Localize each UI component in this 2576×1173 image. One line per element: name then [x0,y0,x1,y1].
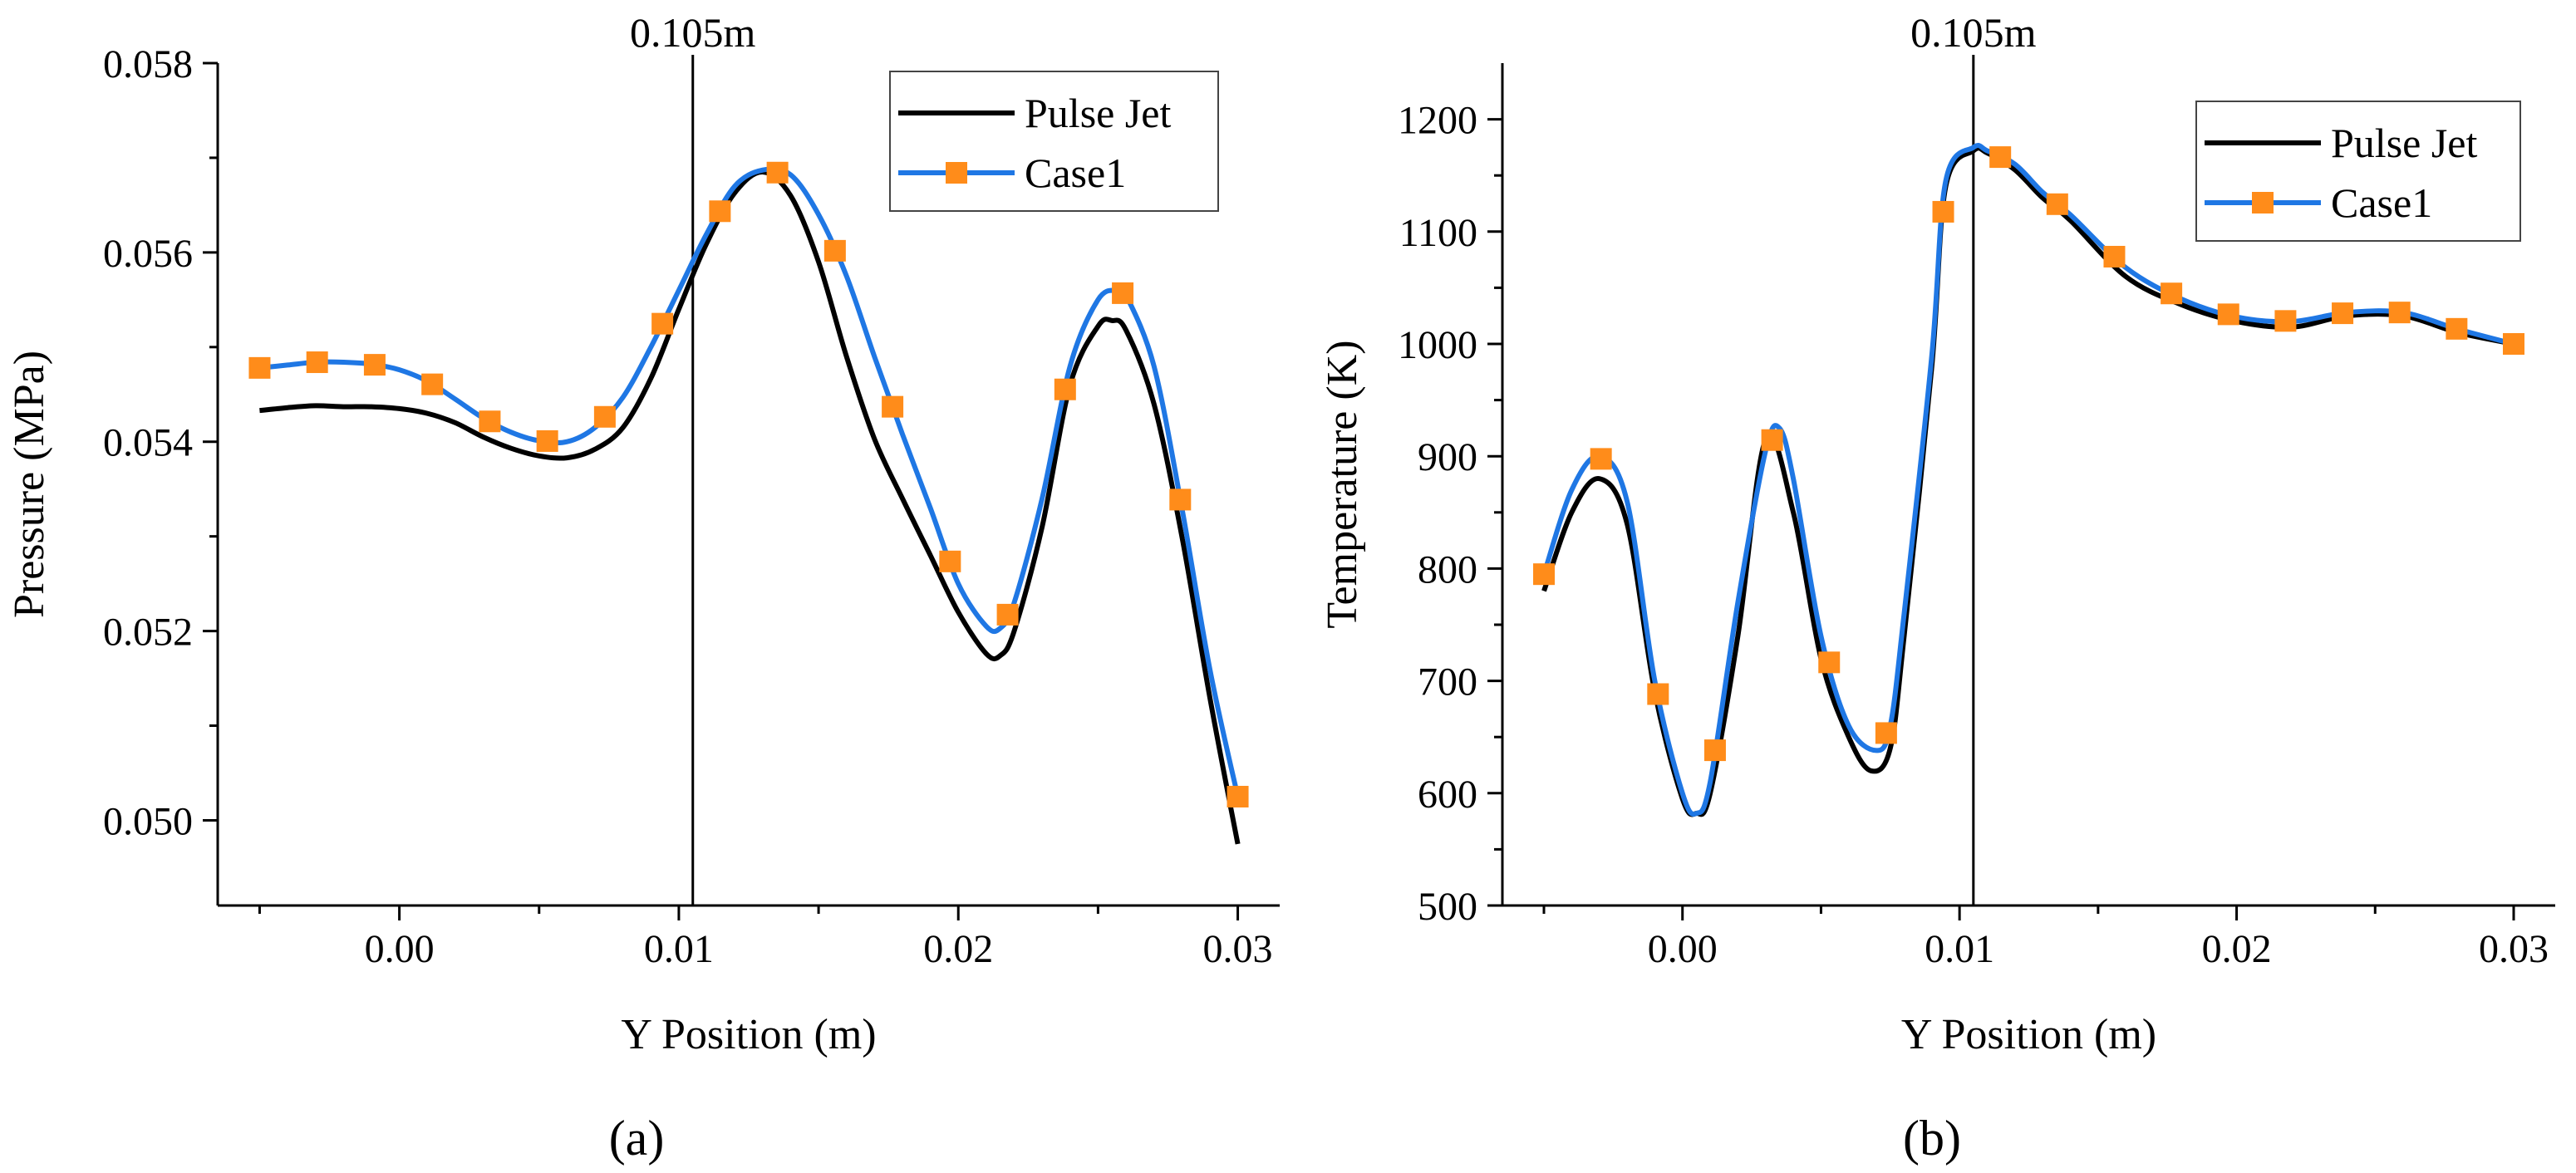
x-tick-label: 0.00 [365,927,435,971]
y-axis-label: Temperature (K) [1319,340,1366,628]
series-marker-case1 [1989,146,2012,169]
legend-entry-label: Pulse Jet [1025,90,1172,136]
series-marker-case1 [1169,488,1192,511]
series-marker-case1 [2217,303,2239,326]
series-marker-case1 [709,200,731,223]
series-marker-case1 [1818,651,1841,674]
y-tick-label: 0.058 [103,42,193,86]
legend-entry-label: Pulse Jet [2331,120,2478,166]
y-tick-label: 600 [1418,773,1477,817]
series-marker-case1 [2161,282,2183,305]
y-tick-label: 0.056 [103,232,193,276]
x-tick-label: 0.03 [1203,927,1273,971]
x-tick-label: 0.01 [1925,927,1994,971]
legend-box [889,71,1219,212]
series-marker-case1 [939,550,961,572]
series-marker-case1 [1533,563,1556,586]
x-tick-label: 0.02 [2202,927,2272,971]
series-marker-case1 [823,239,846,262]
x-tick-label: 0.02 [923,927,993,971]
series-marker-case1 [2046,193,2068,215]
y-tick-label: 0.050 [103,799,193,843]
x-axis-label: Y Position (m) [621,1011,876,1058]
series-marker-case1 [996,603,1019,626]
panel-a-pressure-chart: 0.050 0.052 0.054 0.056 0.058 0.00 0.01 0.02 0.0… [6,9,1280,1058]
y-tick-label: 1000 [1398,323,1477,367]
y-tick-label: 900 [1418,435,1477,479]
series-marker-case1 [1647,683,1669,705]
panel-label-b: (b) [1903,1111,1961,1166]
series-marker-case1 [2502,333,2524,355]
series-marker-case1 [248,356,271,379]
series-marker-case1 [2103,245,2126,267]
x-tick-label: 0.00 [1648,927,1718,971]
series-marker-case1 [593,405,616,428]
series-marker-case1 [766,161,789,184]
series-marker-case1 [1054,378,1076,400]
x-axis-label: Y Position (m) [1901,1011,2156,1058]
series-marker-case1 [421,373,444,395]
series-marker-case1 [536,429,558,452]
series-marker-case1 [2274,310,2297,332]
series-marker-case1 [1227,785,1249,807]
series-line-pulse-jet [259,169,1241,845]
y-tick-label: 0.052 [103,611,193,655]
series-line-case1 [259,166,1241,798]
reference-vline-label: 0.105m [1910,9,2037,56]
y-tick-label: 1100 [1399,211,1477,255]
series-marker-case1 [479,410,501,433]
y-tick-label: 0.054 [103,421,193,465]
x-tick-label: 0.03 [2479,927,2549,971]
series-line-case1 [1541,142,2515,817]
y-axis-label: Pressure (MPa) [6,351,53,618]
series-marker-case1 [1703,739,1726,762]
y-tick-label: 500 [1418,885,1477,929]
series-marker-case1 [2446,317,2468,340]
series-marker-case1 [651,312,674,335]
series-marker-case1 [882,395,904,418]
panel-label-a: (a) [609,1111,665,1166]
panel-b-temperature-chart: 500 600 700 800 900 1000 1100 1200 0.00 0.01 0.02 0… [1319,9,2555,1058]
legend-box [2195,101,2521,242]
series-line-pulse-jet [1541,145,2515,817]
y-tick-label: 1200 [1398,99,1477,143]
series-marker-case1 [2332,302,2354,325]
x-tick-label: 0.01 [644,927,714,971]
legend-swatch-marker [2252,192,2274,213]
legend-entry-label: Case1 [2331,179,2432,226]
series-marker-case1 [1875,722,1897,744]
series-marker-case1 [1590,448,1612,470]
series-marker-case1 [1932,200,1954,223]
legend-entry-label: Case1 [1025,150,1126,196]
y-tick-label: 800 [1418,547,1477,591]
series-marker-case1 [1112,282,1134,304]
series-marker-case1 [1761,429,1783,451]
series-marker-case1 [306,351,328,374]
reference-vline-label: 0.105m [630,9,756,56]
legend-swatch-marker [946,162,967,184]
y-tick-label: 700 [1418,660,1477,704]
series-marker-case1 [2388,302,2411,324]
series-marker-case1 [363,354,386,376]
